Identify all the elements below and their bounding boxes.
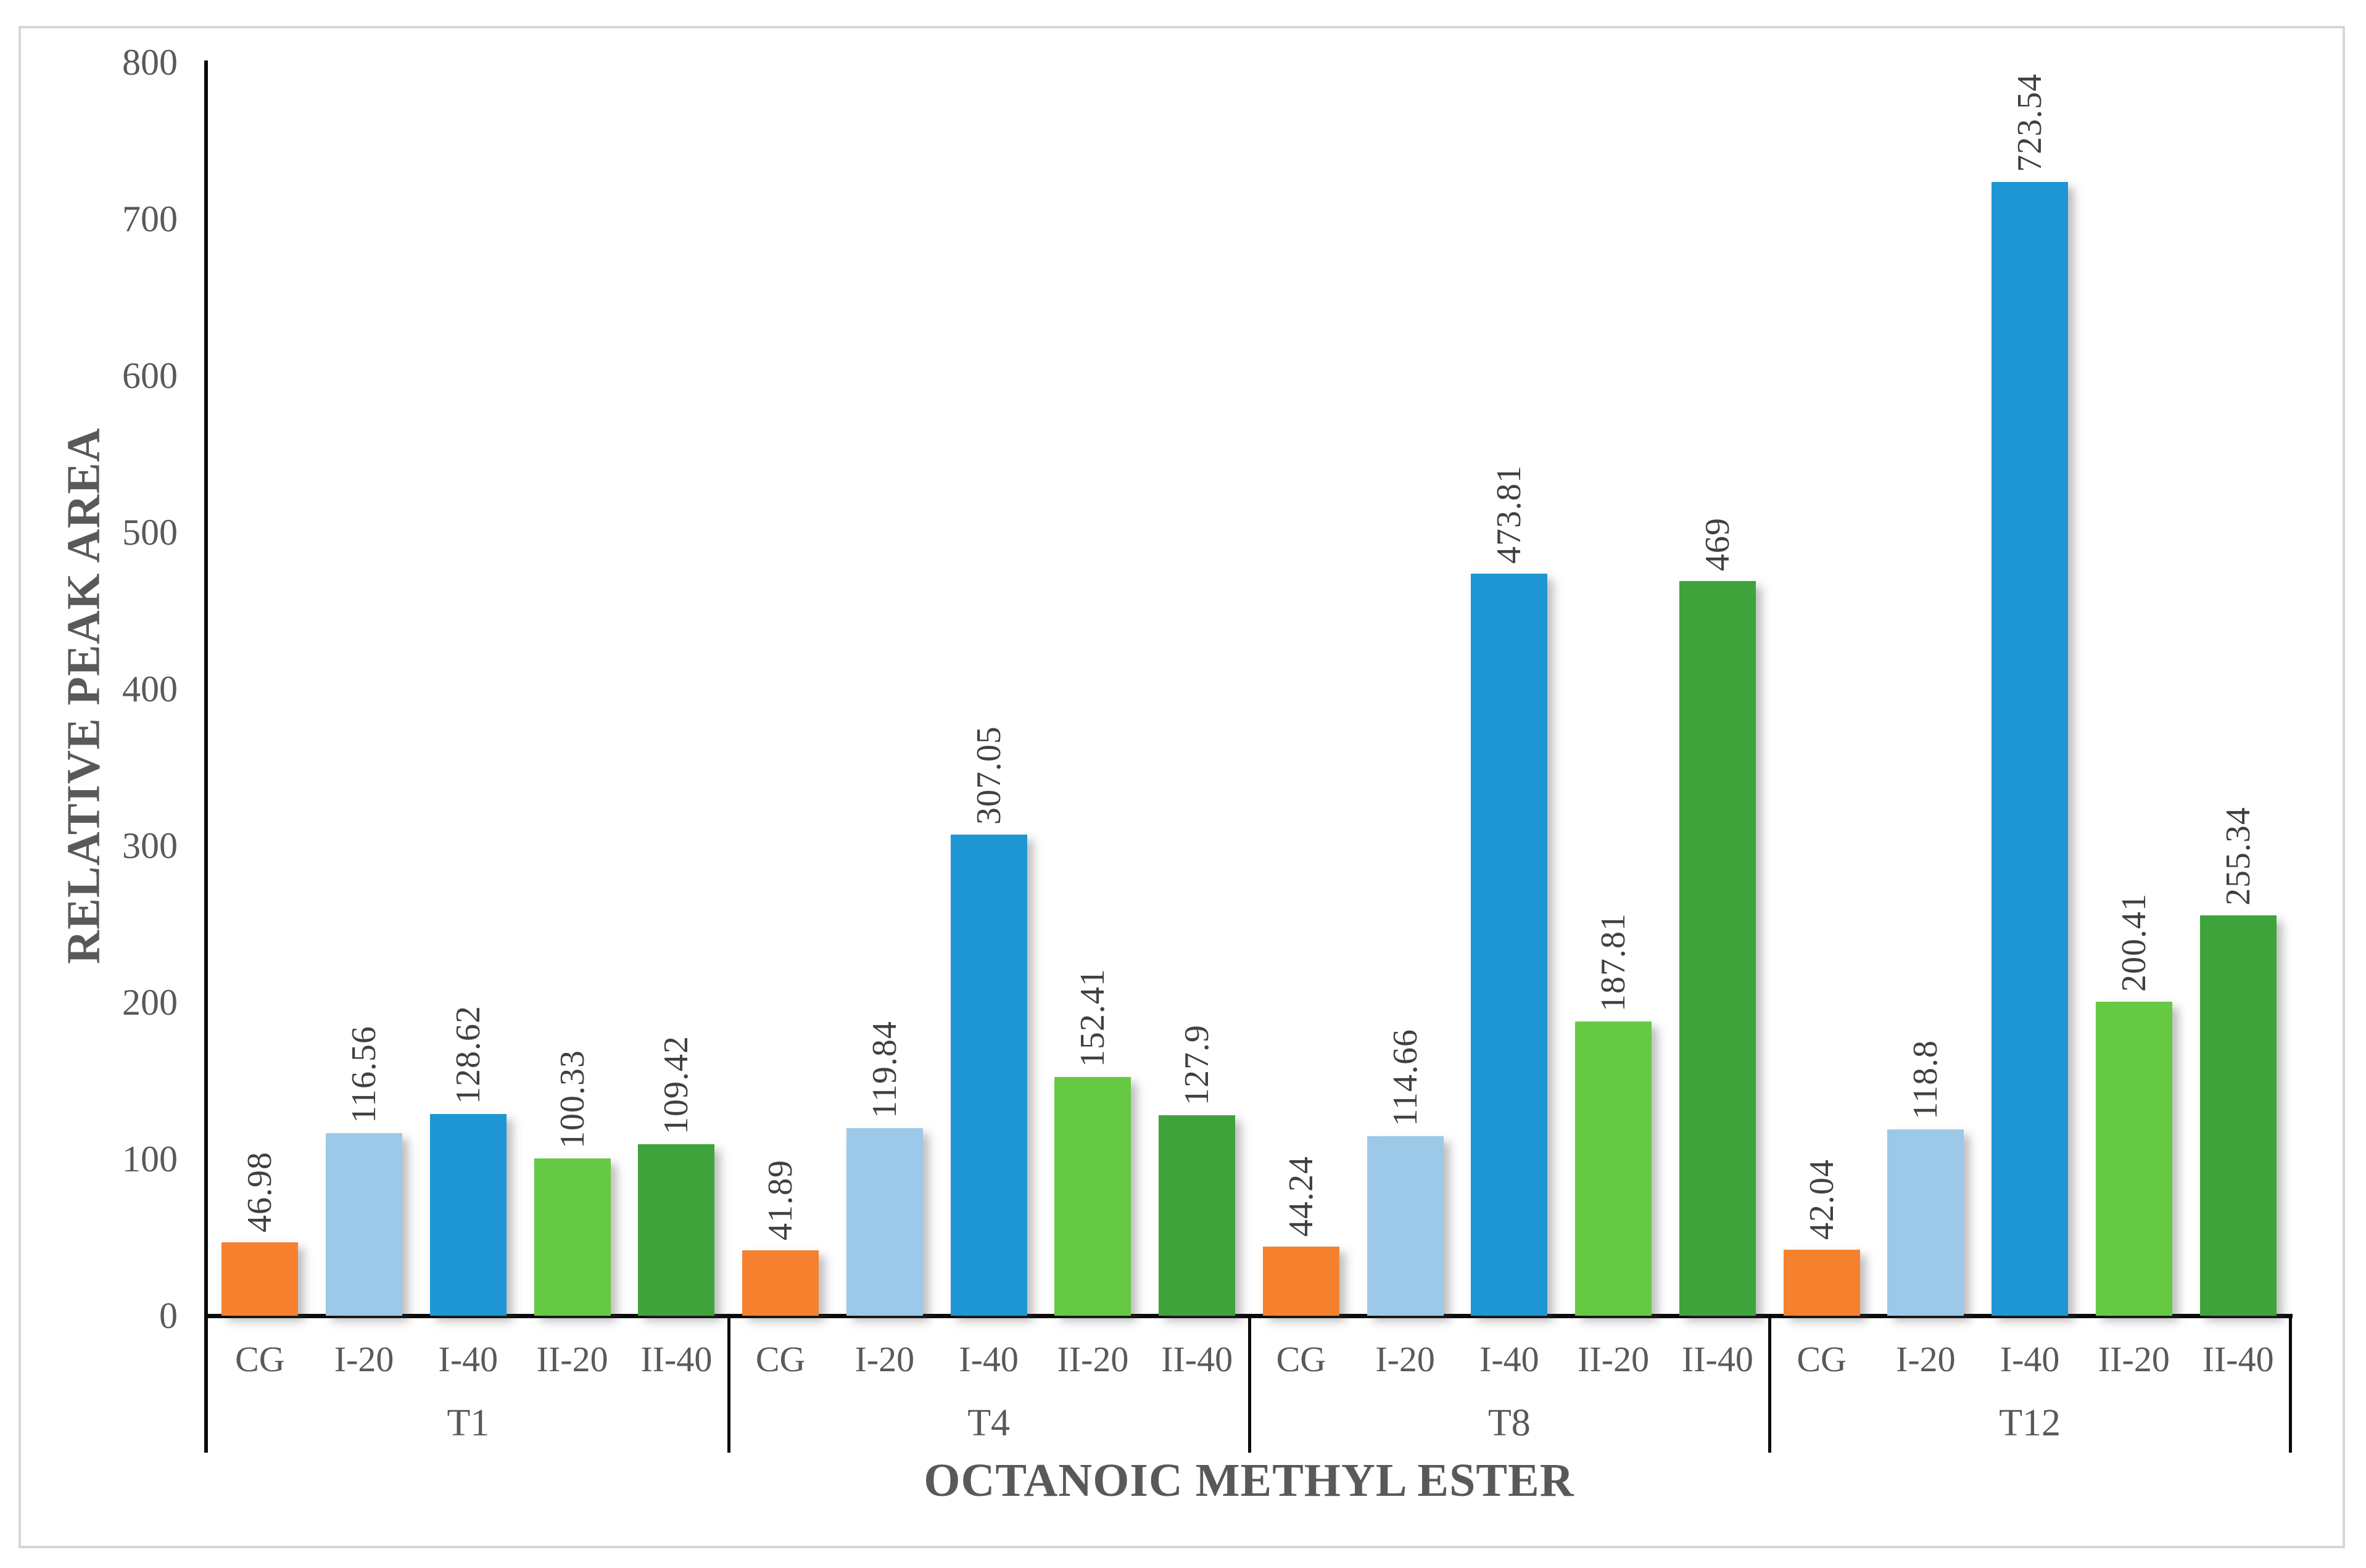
category-label: I-20 (1375, 1339, 1435, 1379)
bar-value-label: 44.24 (1281, 1155, 1320, 1237)
bar-T8-II-20 (1575, 1021, 1652, 1316)
category-label: I-40 (1479, 1339, 1539, 1379)
bar-T8-CG (1262, 1246, 1339, 1316)
bar-value-label: 46.98 (241, 1151, 279, 1232)
bar-value-label: 118.8 (1906, 1040, 1945, 1120)
bar-value-label: 469 (1698, 517, 1737, 571)
bar-T4-II-40 (1159, 1115, 1236, 1316)
y-axis-line (204, 60, 208, 1453)
group-separator (727, 1318, 730, 1453)
category-label: CG (755, 1339, 806, 1379)
bar-value-label: 116.56 (345, 1026, 384, 1123)
group-separator (1768, 1318, 1772, 1453)
x-axis-baseline (204, 1314, 2293, 1318)
y-tick-label: 300 (122, 825, 178, 866)
bar-value-label: 307.05 (969, 726, 1008, 825)
bar-value-label: 200.41 (2114, 893, 2153, 992)
group-label: T4 (967, 1402, 1011, 1444)
y-tick-label: 200 (122, 982, 178, 1023)
category-label: CG (235, 1339, 285, 1379)
bar-value-label: 187.81 (1594, 912, 1633, 1012)
y-tick-label: 700 (122, 199, 178, 239)
group-separator (1247, 1318, 1251, 1453)
category-label: I-40 (438, 1339, 498, 1379)
bar-T1-CG (221, 1242, 299, 1316)
y-tick-label: 800 (122, 42, 178, 83)
group-label: T8 (1487, 1402, 1531, 1444)
category-label: I-20 (334, 1339, 394, 1379)
category-label: I-40 (959, 1339, 1019, 1379)
category-label: II-40 (2202, 1339, 2274, 1379)
bar-value-label: 109.42 (657, 1036, 696, 1135)
bar-T4-I-20 (846, 1128, 923, 1316)
category-label: II-40 (640, 1339, 713, 1379)
bar-value-label: 100.33 (553, 1050, 592, 1149)
y-tick-label: 100 (122, 1139, 178, 1179)
bar-T1-II-20 (534, 1158, 611, 1316)
bar-T12-II-20 (2095, 1001, 2172, 1316)
category-label: II-20 (1057, 1339, 1129, 1379)
category-label: II-40 (1161, 1339, 1233, 1379)
category-label: I-20 (854, 1339, 915, 1379)
bar-value-label: 119.84 (865, 1020, 904, 1118)
bar-value-label: 41.89 (761, 1159, 800, 1240)
bar-T1-II-40 (638, 1144, 715, 1316)
category-label: CG (1276, 1339, 1326, 1379)
bar-value-label: 127.9 (1178, 1025, 1217, 1106)
bar-value-label: 42.04 (1802, 1159, 1841, 1240)
bar-T12-I-20 (1887, 1129, 1964, 1316)
group-label: T12 (1999, 1402, 2061, 1444)
bar-value-label: 114.66 (1386, 1028, 1425, 1126)
bar-T8-I-40 (1471, 573, 1548, 1316)
bar-T4-I-40 (950, 835, 1027, 1316)
category-label: II-40 (1681, 1339, 1753, 1379)
bar-T12-CG (1783, 1250, 1860, 1316)
bar-T4-CG (742, 1250, 819, 1316)
bar-value-label: 255.34 (2219, 807, 2257, 906)
group-separator (2289, 1318, 2292, 1453)
bar-T12-II-40 (2199, 915, 2277, 1316)
bar-value-label: 473.81 (1490, 464, 1529, 564)
category-label: I-20 (1896, 1339, 1956, 1379)
group-label: T1 (447, 1402, 490, 1444)
bar-value-label: 128.62 (449, 1005, 487, 1105)
bar-T1-I-40 (429, 1114, 507, 1316)
category-label: II-20 (2098, 1339, 2170, 1379)
bar-T8-I-20 (1367, 1136, 1444, 1316)
y-tick-label: 400 (122, 669, 178, 709)
bar-T1-I-20 (326, 1133, 403, 1316)
y-tick-label: 0 (159, 1295, 178, 1336)
category-label: II-20 (1578, 1339, 1650, 1379)
y-tick-label: 500 (122, 512, 178, 553)
y-tick-label: 600 (122, 355, 178, 396)
x-axis-title: OCTANOIC METHYL ESTER (924, 1455, 1574, 1506)
category-label: CG (1797, 1339, 1847, 1379)
category-label: I-40 (2000, 1339, 2060, 1379)
bar-value-label: 152.41 (1073, 968, 1112, 1067)
category-label: II-20 (536, 1339, 608, 1379)
bar-T12-I-40 (1992, 182, 2069, 1316)
bar-T8-II-40 (1679, 580, 1756, 1316)
bar-T4-II-20 (1054, 1076, 1131, 1316)
bar-value-label: 723.54 (2011, 73, 2050, 173)
